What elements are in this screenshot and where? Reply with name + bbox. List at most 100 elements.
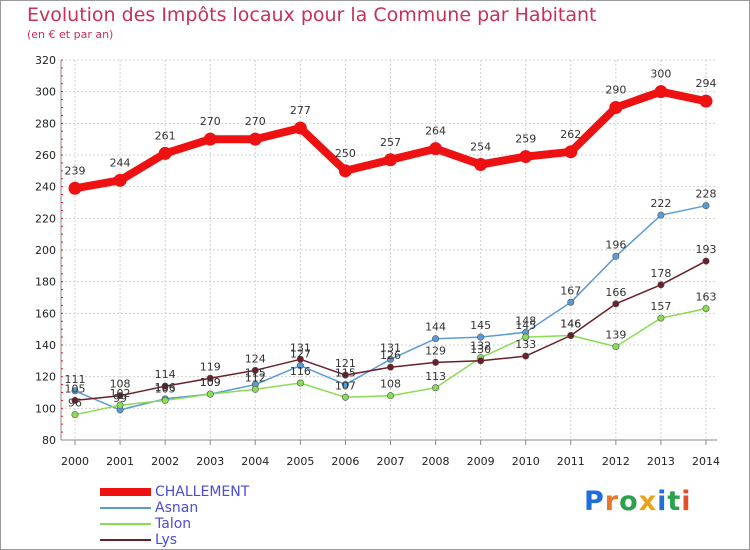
data-point-lys	[702, 257, 710, 265]
data-point-talon	[612, 343, 620, 351]
data-label-lys: 108	[110, 378, 131, 391]
data-label-asnan: 222	[650, 197, 671, 210]
data-label-lys: 178	[650, 267, 671, 280]
logo-letter: P	[584, 486, 605, 517]
data-label-challement: 244	[110, 156, 131, 169]
legend-label: CHALLEMENT	[155, 484, 250, 500]
data-label-lys: 124	[245, 352, 266, 365]
data-point-challement	[654, 85, 668, 99]
data-label-asnan: 148	[515, 314, 536, 327]
data-label-asnan: 111	[65, 373, 86, 386]
data-label-asnan: 196	[605, 238, 626, 251]
data-label-asnan: 131	[380, 341, 401, 354]
legend-swatch	[100, 523, 151, 525]
data-point-talon	[522, 333, 530, 341]
data-point-lys	[386, 363, 394, 371]
data-point-talon	[71, 411, 79, 419]
data-label-talon: 145	[515, 319, 536, 332]
data-point-challement	[338, 164, 352, 178]
data-point-asnan	[341, 381, 349, 389]
data-label-talon: 96	[68, 397, 82, 410]
data-label-talon: 139	[605, 329, 626, 342]
data-point-challement	[609, 101, 623, 114]
data-label-lys: 114	[155, 368, 176, 381]
data-label-challement: 270	[200, 115, 221, 128]
x-tick-label: 2005	[286, 455, 314, 468]
x-tick-label: 2004	[241, 455, 269, 468]
legend-swatch	[100, 488, 151, 496]
logo-letter: i	[657, 486, 668, 517]
y-tick-label: 260	[35, 149, 56, 162]
data-label-challement: 294	[696, 77, 717, 90]
data-point-asnan	[477, 333, 485, 341]
data-label-talon: 163	[696, 291, 717, 304]
data-point-talon	[161, 396, 169, 404]
data-label-asnan: 145	[470, 319, 491, 332]
x-tick-label: 2000	[61, 455, 89, 468]
data-label-lys: 121	[335, 357, 356, 370]
data-label-challement: 239	[65, 164, 86, 177]
data-point-challement	[429, 142, 443, 156]
data-label-challement: 254	[470, 141, 491, 154]
data-label-lys: 146	[560, 318, 581, 331]
y-tick-label: 120	[35, 371, 56, 384]
x-tick-label: 2014	[692, 455, 720, 468]
data-label-lys: 129	[425, 344, 446, 357]
data-point-challement	[113, 173, 127, 187]
logo-letter: i	[681, 486, 692, 517]
data-point-challement	[699, 94, 713, 108]
y-tick-label: 180	[35, 276, 56, 289]
data-point-asnan	[432, 335, 440, 343]
data-point-talon	[206, 390, 214, 398]
data-label-talon: 116	[290, 365, 311, 378]
y-tick-label: 280	[35, 117, 56, 130]
data-label-talon: 146	[560, 318, 581, 331]
x-tick-label: 2007	[377, 455, 405, 468]
x-tick-label: 2012	[602, 455, 630, 468]
data-label-talon: 132	[470, 340, 491, 353]
data-point-lys	[251, 366, 259, 374]
data-point-lys	[657, 281, 665, 289]
logo-letter: o	[619, 486, 639, 517]
data-point-lys	[477, 357, 485, 365]
data-point-lys	[612, 300, 620, 308]
data-label-lys: 193	[696, 243, 717, 256]
data-point-asnan	[567, 298, 575, 306]
data-label-lys: 131	[290, 341, 311, 354]
data-label-challement: 261	[155, 129, 176, 142]
data-point-challement	[293, 121, 307, 135]
data-point-challement	[384, 153, 397, 167]
data-label-talon: 108	[380, 378, 401, 391]
x-tick-label: 2002	[151, 455, 179, 468]
data-label-challement: 264	[425, 125, 446, 138]
data-point-talon	[432, 384, 440, 392]
data-label-lys: 105	[65, 382, 86, 395]
data-point-talon	[251, 385, 259, 393]
y-tick-label: 160	[35, 307, 56, 320]
data-label-lys: 166	[605, 286, 626, 299]
data-label-asnan: 167	[560, 284, 581, 297]
data-point-lys	[432, 358, 440, 366]
data-label-challement: 270	[245, 115, 266, 128]
proxiti-logo: Proxiti	[584, 486, 692, 517]
legend-swatch	[100, 539, 151, 541]
data-point-lys	[567, 331, 575, 339]
data-point-challement	[474, 158, 488, 171]
data-label-asnan: 109	[200, 376, 221, 389]
data-point-asnan	[71, 387, 79, 395]
data-point-lys	[341, 371, 349, 379]
data-label-asnan: 127	[290, 348, 311, 361]
data-point-lys	[522, 352, 530, 360]
data-label-asnan: 228	[696, 188, 717, 201]
x-tick-label: 2009	[467, 455, 495, 468]
data-point-lys	[116, 392, 124, 400]
data-label-asnan: 99	[113, 392, 127, 405]
x-tick-label: 2003	[196, 455, 224, 468]
chart-subtitle: (en € et par an)	[27, 28, 114, 41]
data-label-lys: 126	[380, 349, 401, 362]
data-point-talon	[386, 392, 394, 400]
data-point-asnan	[657, 211, 665, 219]
data-label-challement: 250	[335, 147, 356, 160]
legend-swatch	[100, 507, 151, 509]
x-tick-label: 2008	[422, 455, 450, 468]
